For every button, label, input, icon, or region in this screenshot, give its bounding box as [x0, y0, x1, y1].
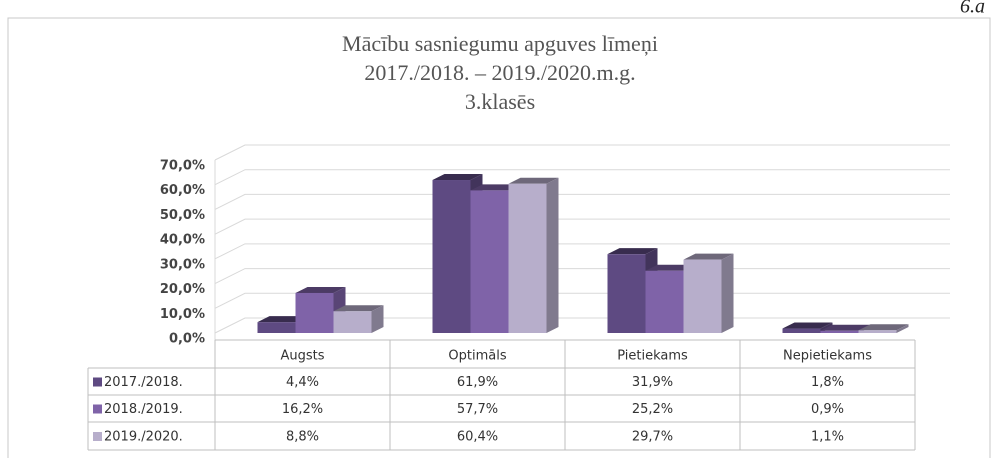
bar — [432, 180, 471, 333]
data-label: 25,2% — [632, 402, 673, 417]
y-tick-label: 0,0% — [169, 332, 205, 347]
bar-side — [546, 177, 559, 333]
chart-title: 3.klasēs — [465, 89, 535, 114]
bar-side — [371, 305, 384, 333]
bar-top — [295, 286, 346, 293]
chart-title: 2017./2018. – 2019./2020.m.g. — [364, 60, 635, 85]
chart-title: Mācību sasniegumu apguves līmeņi — [342, 31, 658, 56]
legend-swatch — [93, 432, 102, 441]
data-label: 57,7% — [457, 402, 498, 417]
bar — [607, 254, 646, 333]
bar-top — [333, 305, 384, 312]
legend-swatch — [93, 404, 102, 414]
x-tick-label: Nepietiekams — [783, 349, 872, 364]
bar-side — [721, 253, 734, 333]
page-label: 6.a — [960, 0, 985, 18]
bar-top — [683, 253, 734, 260]
y-tick-label: 20,0% — [160, 282, 205, 297]
data-label: 31,9% — [632, 375, 673, 390]
bar-top — [470, 184, 521, 191]
y-tick-label: 30,0% — [160, 257, 205, 272]
bar-top — [858, 324, 909, 331]
bar — [820, 330, 859, 333]
bar — [470, 190, 509, 333]
bar-side — [896, 324, 909, 333]
data-label: 8,8% — [286, 430, 319, 445]
legend-label: 2017./2018. — [104, 375, 183, 390]
bar — [508, 183, 547, 333]
grid-line — [214, 144, 950, 161]
bar — [683, 259, 722, 333]
bar-top — [508, 177, 559, 184]
x-tick-label: Augsts — [280, 349, 324, 364]
grid-line — [214, 193, 950, 210]
bar-top — [607, 248, 658, 255]
legend-swatch — [93, 377, 102, 387]
grid-line — [214, 243, 950, 260]
data-label: 1,8% — [811, 375, 844, 390]
grid-line — [214, 218, 950, 235]
bar-top — [432, 174, 483, 181]
bar — [333, 311, 372, 333]
data-label: 29,7% — [632, 430, 673, 445]
data-label: 0,9% — [811, 402, 844, 417]
bar-top — [645, 264, 696, 271]
bar — [295, 292, 334, 333]
bar — [257, 322, 296, 333]
data-label: 4,4% — [286, 375, 319, 390]
bar — [782, 328, 821, 333]
data-label: 60,4% — [457, 430, 498, 445]
x-tick-label: Pietiekams — [617, 349, 688, 364]
data-label: 1,1% — [811, 430, 844, 445]
bar-top — [820, 324, 871, 331]
y-tick-label: 60,0% — [160, 183, 205, 198]
y-tick-label: 40,0% — [160, 233, 205, 248]
legend-label: 2019./2020. — [104, 430, 183, 445]
bar — [645, 270, 684, 333]
data-label: 16,2% — [282, 402, 323, 417]
grid-line — [214, 169, 950, 186]
x-tick-label: Optimāls — [448, 349, 506, 364]
bar — [858, 330, 897, 333]
data-label: 61,9% — [457, 375, 498, 390]
bar-top — [782, 322, 833, 329]
y-tick-label: 50,0% — [160, 208, 205, 223]
legend-label: 2018./2019. — [104, 402, 183, 417]
y-tick-label: 10,0% — [160, 307, 205, 322]
y-tick-label: 70,0% — [160, 159, 205, 174]
bar-top — [257, 316, 308, 323]
